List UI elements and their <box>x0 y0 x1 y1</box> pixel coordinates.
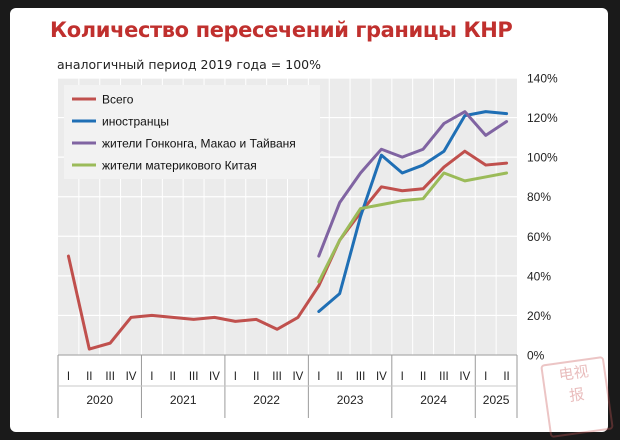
quarter-tick-label: II <box>170 371 176 383</box>
series-line-1 <box>66 149 509 351</box>
y-tick-label: 120% <box>527 111 558 125</box>
quarter-tick-label: I <box>67 371 70 383</box>
quarter-tick-label: I <box>150 371 153 383</box>
year-label: 2024 <box>420 393 447 407</box>
quarter-tick-label: II <box>86 371 92 383</box>
quarter-tick-label: IV <box>292 371 303 383</box>
quarter-tick-label: II <box>253 371 259 383</box>
year-label: 2025 <box>483 393 510 407</box>
quarter-tick-label: III <box>439 371 449 383</box>
quarter-tick-label: IV <box>126 371 137 383</box>
y-tick-label: 60% <box>527 230 551 244</box>
y-tick-label: 0% <box>527 349 545 363</box>
y-tick-label: 20% <box>527 309 551 323</box>
quarter-tick-label: III <box>105 371 115 383</box>
legend-box <box>64 85 320 179</box>
year-label: 2023 <box>337 393 364 407</box>
y-tick-label: 140% <box>527 72 558 86</box>
series-line-3 <box>317 110 509 258</box>
quarter-tick-label: II <box>420 371 426 383</box>
quarter-tick-label: II <box>336 371 342 383</box>
quarter-tick-label: IV <box>376 371 387 383</box>
quarter-tick-label: II <box>503 371 509 383</box>
chart-subtitle: аналогичный период 2019 года = 100% <box>57 57 321 72</box>
quarter-tick-label: IV <box>209 371 220 383</box>
quarter-tick-label: I <box>401 371 404 383</box>
quarter-tick-label: IV <box>459 371 470 383</box>
y-tick-label: 100% <box>527 151 558 165</box>
series-line-2 <box>317 110 509 313</box>
quarter-tick-label: I <box>484 371 487 383</box>
chart-title: Количество пересечений границы КНР <box>50 18 513 42</box>
series-line-4 <box>317 171 509 284</box>
watermark-stamp: 电视报 <box>540 355 614 439</box>
quarter-tick-label: I <box>317 371 320 383</box>
legend-label: иностранцы <box>102 115 169 129</box>
quarter-tick-label: I <box>234 371 237 383</box>
y-tick-label: 40% <box>527 269 551 283</box>
legend-label: жители Гонконга, Макао и Тайваня <box>102 137 296 151</box>
year-label: 2021 <box>170 393 197 407</box>
year-label: 2020 <box>86 393 113 407</box>
y-tick-label: 80% <box>527 190 551 204</box>
quarter-tick-label: III <box>189 371 199 383</box>
quarter-tick-label: III <box>356 371 366 383</box>
year-label: 2022 <box>253 393 280 407</box>
legend-label: Всего <box>102 93 134 107</box>
quarter-tick-label: III <box>272 371 282 383</box>
legend-label: жители материкового Китая <box>102 159 257 173</box>
